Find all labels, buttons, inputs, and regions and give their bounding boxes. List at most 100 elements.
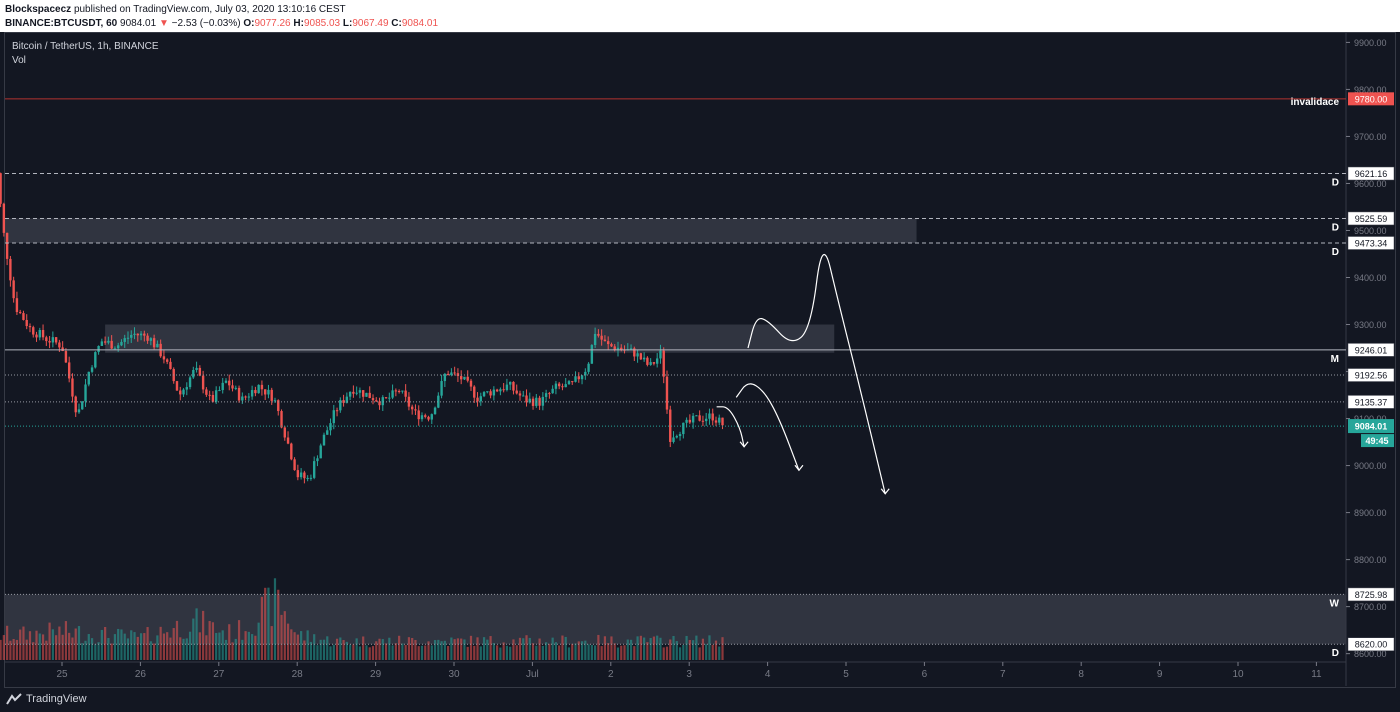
- candle-192[interactable]: [616, 347, 620, 351]
- candle-19[interactable]: [51, 337, 55, 343]
- candle-13[interactable]: [32, 327, 35, 335]
- candle-16[interactable]: [41, 329, 45, 338]
- candle-151[interactable]: [482, 392, 486, 397]
- candle-97[interactable]: [306, 477, 309, 479]
- candle-30[interactable]: [87, 371, 90, 385]
- candle-154[interactable]: [492, 389, 496, 396]
- candle-99[interactable]: [312, 461, 316, 478]
- candle-188[interactable]: [603, 339, 607, 342]
- candle-146[interactable]: [466, 376, 469, 381]
- candle-69[interactable]: [214, 390, 218, 402]
- candle-35[interactable]: [103, 341, 107, 343]
- candle-64[interactable]: [198, 367, 202, 376]
- candle-163[interactable]: [522, 395, 525, 397]
- candle-142[interactable]: [453, 372, 456, 374]
- candle-66[interactable]: [205, 389, 208, 395]
- candle-95[interactable]: [299, 472, 303, 478]
- candle-117[interactable]: [371, 398, 375, 401]
- candle-138[interactable]: [440, 381, 443, 396]
- candle-23[interactable]: [64, 351, 68, 363]
- candle-164[interactable]: [525, 395, 528, 403]
- candle-42[interactable]: [126, 337, 130, 339]
- candle-105[interactable]: [332, 410, 335, 424]
- candle-123[interactable]: [391, 390, 394, 398]
- candle-207[interactable]: [665, 376, 669, 410]
- candle-201[interactable]: [646, 357, 649, 365]
- candle-106[interactable]: [335, 410, 339, 412]
- candle-72[interactable]: [224, 380, 228, 383]
- candle-9[interactable]: [18, 312, 22, 314]
- candle-107[interactable]: [339, 400, 342, 411]
- candle-73[interactable]: [228, 380, 231, 386]
- candle-102[interactable]: [322, 434, 326, 446]
- candle-202[interactable]: [649, 362, 652, 365]
- candle-11[interactable]: [25, 319, 28, 327]
- candle-26[interactable]: [74, 396, 77, 413]
- candle-36[interactable]: [107, 340, 110, 343]
- candle-137[interactable]: [437, 395, 440, 408]
- candle-208[interactable]: [669, 409, 672, 442]
- candle-32[interactable]: [94, 352, 97, 368]
- candle-224[interactable]: [721, 417, 724, 426]
- candle-40[interactable]: [120, 341, 123, 346]
- candle-92[interactable]: [290, 443, 293, 460]
- candle-128[interactable]: [407, 396, 411, 407]
- candle-50[interactable]: [152, 338, 156, 348]
- candle-133[interactable]: [424, 415, 427, 417]
- candle-34[interactable]: [100, 341, 104, 346]
- candle-87[interactable]: [273, 400, 277, 402]
- candle-57[interactable]: [175, 381, 179, 391]
- candle-205[interactable]: [659, 350, 662, 359]
- candle-62[interactable]: [192, 370, 195, 378]
- candle-55[interactable]: [169, 361, 172, 370]
- candle-141[interactable]: [450, 372, 453, 376]
- candle-60[interactable]: [185, 387, 188, 390]
- candle-78[interactable]: [244, 396, 247, 398]
- candle-4[interactable]: [2, 203, 6, 233]
- candle-172[interactable]: [551, 388, 554, 394]
- candle-196[interactable]: [629, 348, 633, 350]
- candle-93[interactable]: [293, 459, 296, 471]
- candle-24[interactable]: [67, 362, 71, 379]
- candle-185[interactable]: [593, 333, 597, 346]
- candle-29[interactable]: [84, 384, 87, 402]
- candle-81[interactable]: [254, 390, 257, 394]
- candle-21[interactable]: [58, 342, 61, 348]
- candle-134[interactable]: [427, 416, 430, 420]
- candle-25[interactable]: [71, 378, 74, 397]
- candle-211[interactable]: [678, 434, 682, 437]
- candle-70[interactable]: [218, 390, 221, 392]
- candle-41[interactable]: [123, 338, 126, 342]
- candle-161[interactable]: [515, 390, 518, 394]
- candle-126[interactable]: [401, 390, 404, 392]
- candle-48[interactable]: [146, 335, 149, 341]
- candle-199[interactable]: [639, 353, 643, 360]
- candle-63[interactable]: [195, 367, 198, 371]
- candle-88[interactable]: [277, 400, 280, 412]
- candle-124[interactable]: [394, 390, 398, 392]
- candle-174[interactable]: [557, 383, 561, 387]
- candle-193[interactable]: [620, 347, 623, 350]
- candle-114[interactable]: [361, 390, 365, 397]
- candle-159[interactable]: [508, 381, 512, 385]
- candle-27[interactable]: [77, 409, 81, 413]
- candle-122[interactable]: [388, 397, 391, 399]
- candle-71[interactable]: [221, 382, 224, 391]
- candle-177[interactable]: [567, 381, 571, 385]
- candle-180[interactable]: [577, 376, 580, 380]
- candle-184[interactable]: [590, 345, 594, 364]
- candle-101[interactable]: [319, 445, 322, 459]
- candle-12[interactable]: [28, 326, 32, 328]
- candle-18[interactable]: [48, 341, 51, 343]
- candle-216[interactable]: [695, 415, 698, 417]
- candle-175[interactable]: [561, 386, 564, 388]
- candle-116[interactable]: [368, 392, 371, 399]
- candle-111[interactable]: [352, 391, 355, 394]
- candle-189[interactable]: [606, 341, 610, 345]
- candle-45[interactable]: [136, 333, 139, 336]
- candle-217[interactable]: [698, 415, 701, 421]
- candle-112[interactable]: [355, 392, 358, 394]
- candle-46[interactable]: [139, 333, 143, 336]
- candle-98[interactable]: [309, 477, 313, 479]
- candle-148[interactable]: [473, 386, 476, 398]
